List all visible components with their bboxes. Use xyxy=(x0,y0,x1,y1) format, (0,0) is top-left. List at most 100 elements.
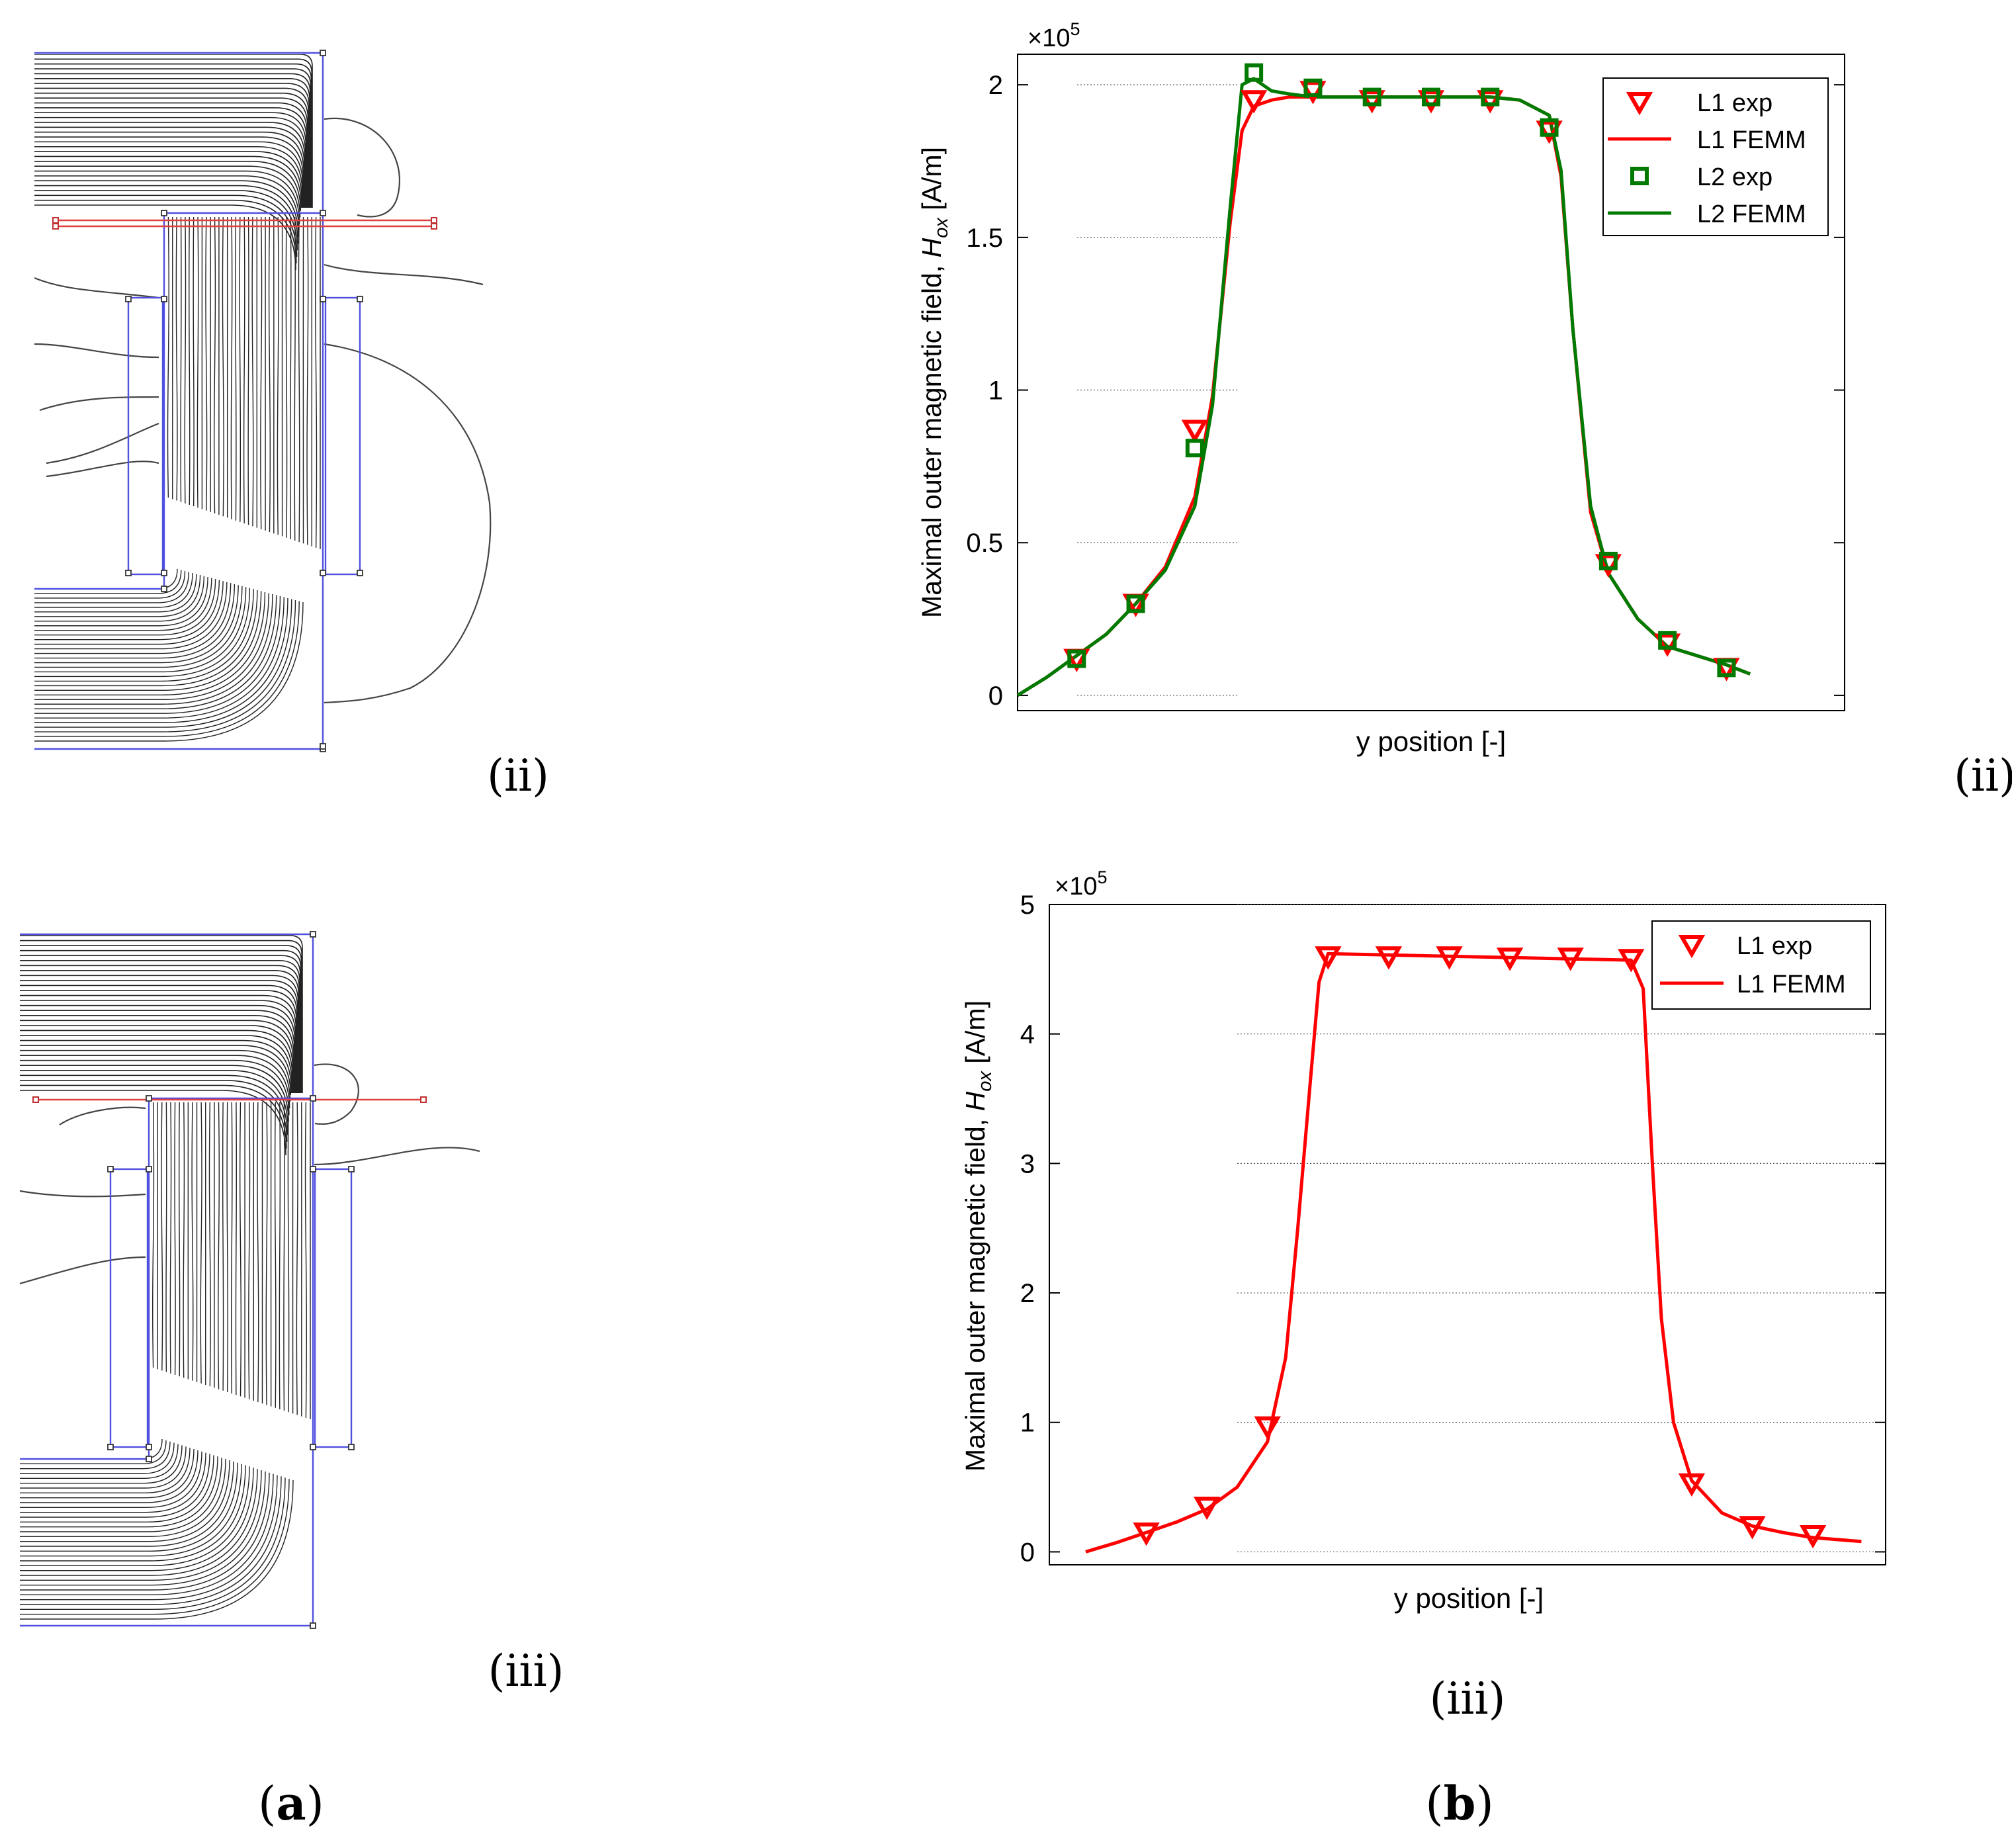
flux-line xyxy=(34,165,301,218)
flux-line xyxy=(34,574,197,613)
data-point-l1-exp xyxy=(1181,419,1209,443)
air-field-line xyxy=(324,343,492,704)
flux-line xyxy=(20,1458,222,1532)
data-point-l2-exp xyxy=(1126,594,1145,613)
mesh-node xyxy=(320,743,326,750)
flux-line xyxy=(20,1468,254,1571)
flux-line xyxy=(20,1476,282,1605)
mesh-node xyxy=(320,296,326,302)
flux-line xyxy=(20,940,302,1093)
flux-line xyxy=(243,216,245,524)
coil-outline xyxy=(324,296,361,576)
chart-iii-panel-label: (iii) xyxy=(1430,1673,1506,1724)
mesh-node xyxy=(310,931,316,938)
flux-line xyxy=(34,595,281,714)
flux-line xyxy=(34,568,178,590)
data-point-l1-exp xyxy=(1299,81,1327,105)
air-field-line xyxy=(46,422,159,464)
flux-line xyxy=(306,216,309,545)
chart-ii-legend: L1 exp L1 FEMM L2 exp L2 FEMM xyxy=(1602,77,1829,236)
flux-line xyxy=(34,577,208,627)
flux-line xyxy=(34,185,299,244)
flux-line xyxy=(34,594,273,705)
flux-line xyxy=(279,1102,281,1409)
flux-line xyxy=(230,216,233,519)
chart-iii-ylabel-sub: ox xyxy=(975,1071,996,1092)
measurement-node xyxy=(431,217,437,224)
flux-line xyxy=(197,216,199,508)
chart-iii-xlabel: y position [-] xyxy=(1394,1583,1544,1614)
flux-line xyxy=(193,216,195,507)
mesh-node xyxy=(310,1444,316,1450)
flux-line xyxy=(34,581,224,645)
y-tick-label: 5 xyxy=(1020,891,1035,920)
data-point-l2-exp xyxy=(1067,649,1086,668)
legend-label: L1 FEMM xyxy=(1697,126,1806,154)
chart-iii-ticks: 0 1 2 3 4 5 xyxy=(1020,891,1886,1567)
mesh-node xyxy=(310,1166,316,1172)
flux-line xyxy=(34,175,300,231)
flux-line xyxy=(20,994,297,1093)
flux-line xyxy=(20,1442,175,1474)
mesh-node xyxy=(357,296,363,302)
legend-symbol-l2-exp xyxy=(1630,167,1649,185)
flux-line xyxy=(20,990,297,1093)
air-field-line xyxy=(314,1147,480,1166)
chart-iii-exponent: ×105 xyxy=(1055,867,1108,901)
flux-line xyxy=(298,216,300,543)
flux-line xyxy=(20,1455,214,1523)
flux-line xyxy=(34,582,228,650)
measurement-node xyxy=(32,1096,39,1103)
flux-lines-ii xyxy=(34,54,321,742)
flux-line xyxy=(34,572,189,603)
data-point-l1-exp xyxy=(1358,90,1385,114)
mesh-node xyxy=(125,570,132,576)
flux-line xyxy=(277,216,279,535)
flux-line xyxy=(34,583,232,654)
flux-line xyxy=(20,1035,292,1093)
flux-line xyxy=(34,151,302,208)
flux-line xyxy=(20,1465,246,1562)
flux-line xyxy=(20,1438,163,1460)
measurement-node xyxy=(431,223,437,230)
flux-line xyxy=(34,599,292,728)
coil-outline xyxy=(314,1168,353,1448)
flux-line xyxy=(20,975,299,1093)
flux-line xyxy=(20,955,301,1093)
flux-line xyxy=(20,1059,290,1116)
flux-line xyxy=(218,1102,220,1389)
data-point-l2-exp xyxy=(1658,631,1677,650)
flux-line xyxy=(20,1461,234,1547)
chart-iii-markers xyxy=(1133,946,1827,1549)
flux-line xyxy=(226,216,228,518)
flux-line xyxy=(175,216,178,501)
flux-line xyxy=(34,601,300,737)
chart-iii-gridlines xyxy=(1237,904,1886,1553)
chart-ii-legend-box xyxy=(1602,77,1829,236)
mesh-node xyxy=(146,1166,152,1172)
flux-line xyxy=(34,161,302,211)
mesh-node xyxy=(348,1444,355,1450)
flux-line xyxy=(34,195,298,257)
flux-line xyxy=(247,216,249,525)
flux-line xyxy=(20,1454,210,1518)
flux-line xyxy=(34,63,312,208)
flux-line xyxy=(205,216,208,511)
flux-line xyxy=(34,93,309,208)
flux-line xyxy=(34,122,306,208)
data-point-l2-exp xyxy=(1362,87,1381,107)
flux-line xyxy=(34,83,310,208)
flux-line xyxy=(34,68,312,208)
data-point-l1-exp xyxy=(1595,554,1622,578)
flux-line xyxy=(20,1466,250,1567)
data-point-l1-exp xyxy=(1417,90,1445,114)
flux-line xyxy=(213,1102,215,1388)
flux-line xyxy=(20,1452,206,1513)
flux-line xyxy=(34,593,269,700)
chart-ii-gridlines xyxy=(1077,84,1237,696)
flux-line xyxy=(34,73,311,208)
data-point-l1-exp xyxy=(1618,949,1645,973)
chart-iii-exponent-base: ×10 xyxy=(1055,873,1097,901)
flux-line xyxy=(20,1039,292,1093)
